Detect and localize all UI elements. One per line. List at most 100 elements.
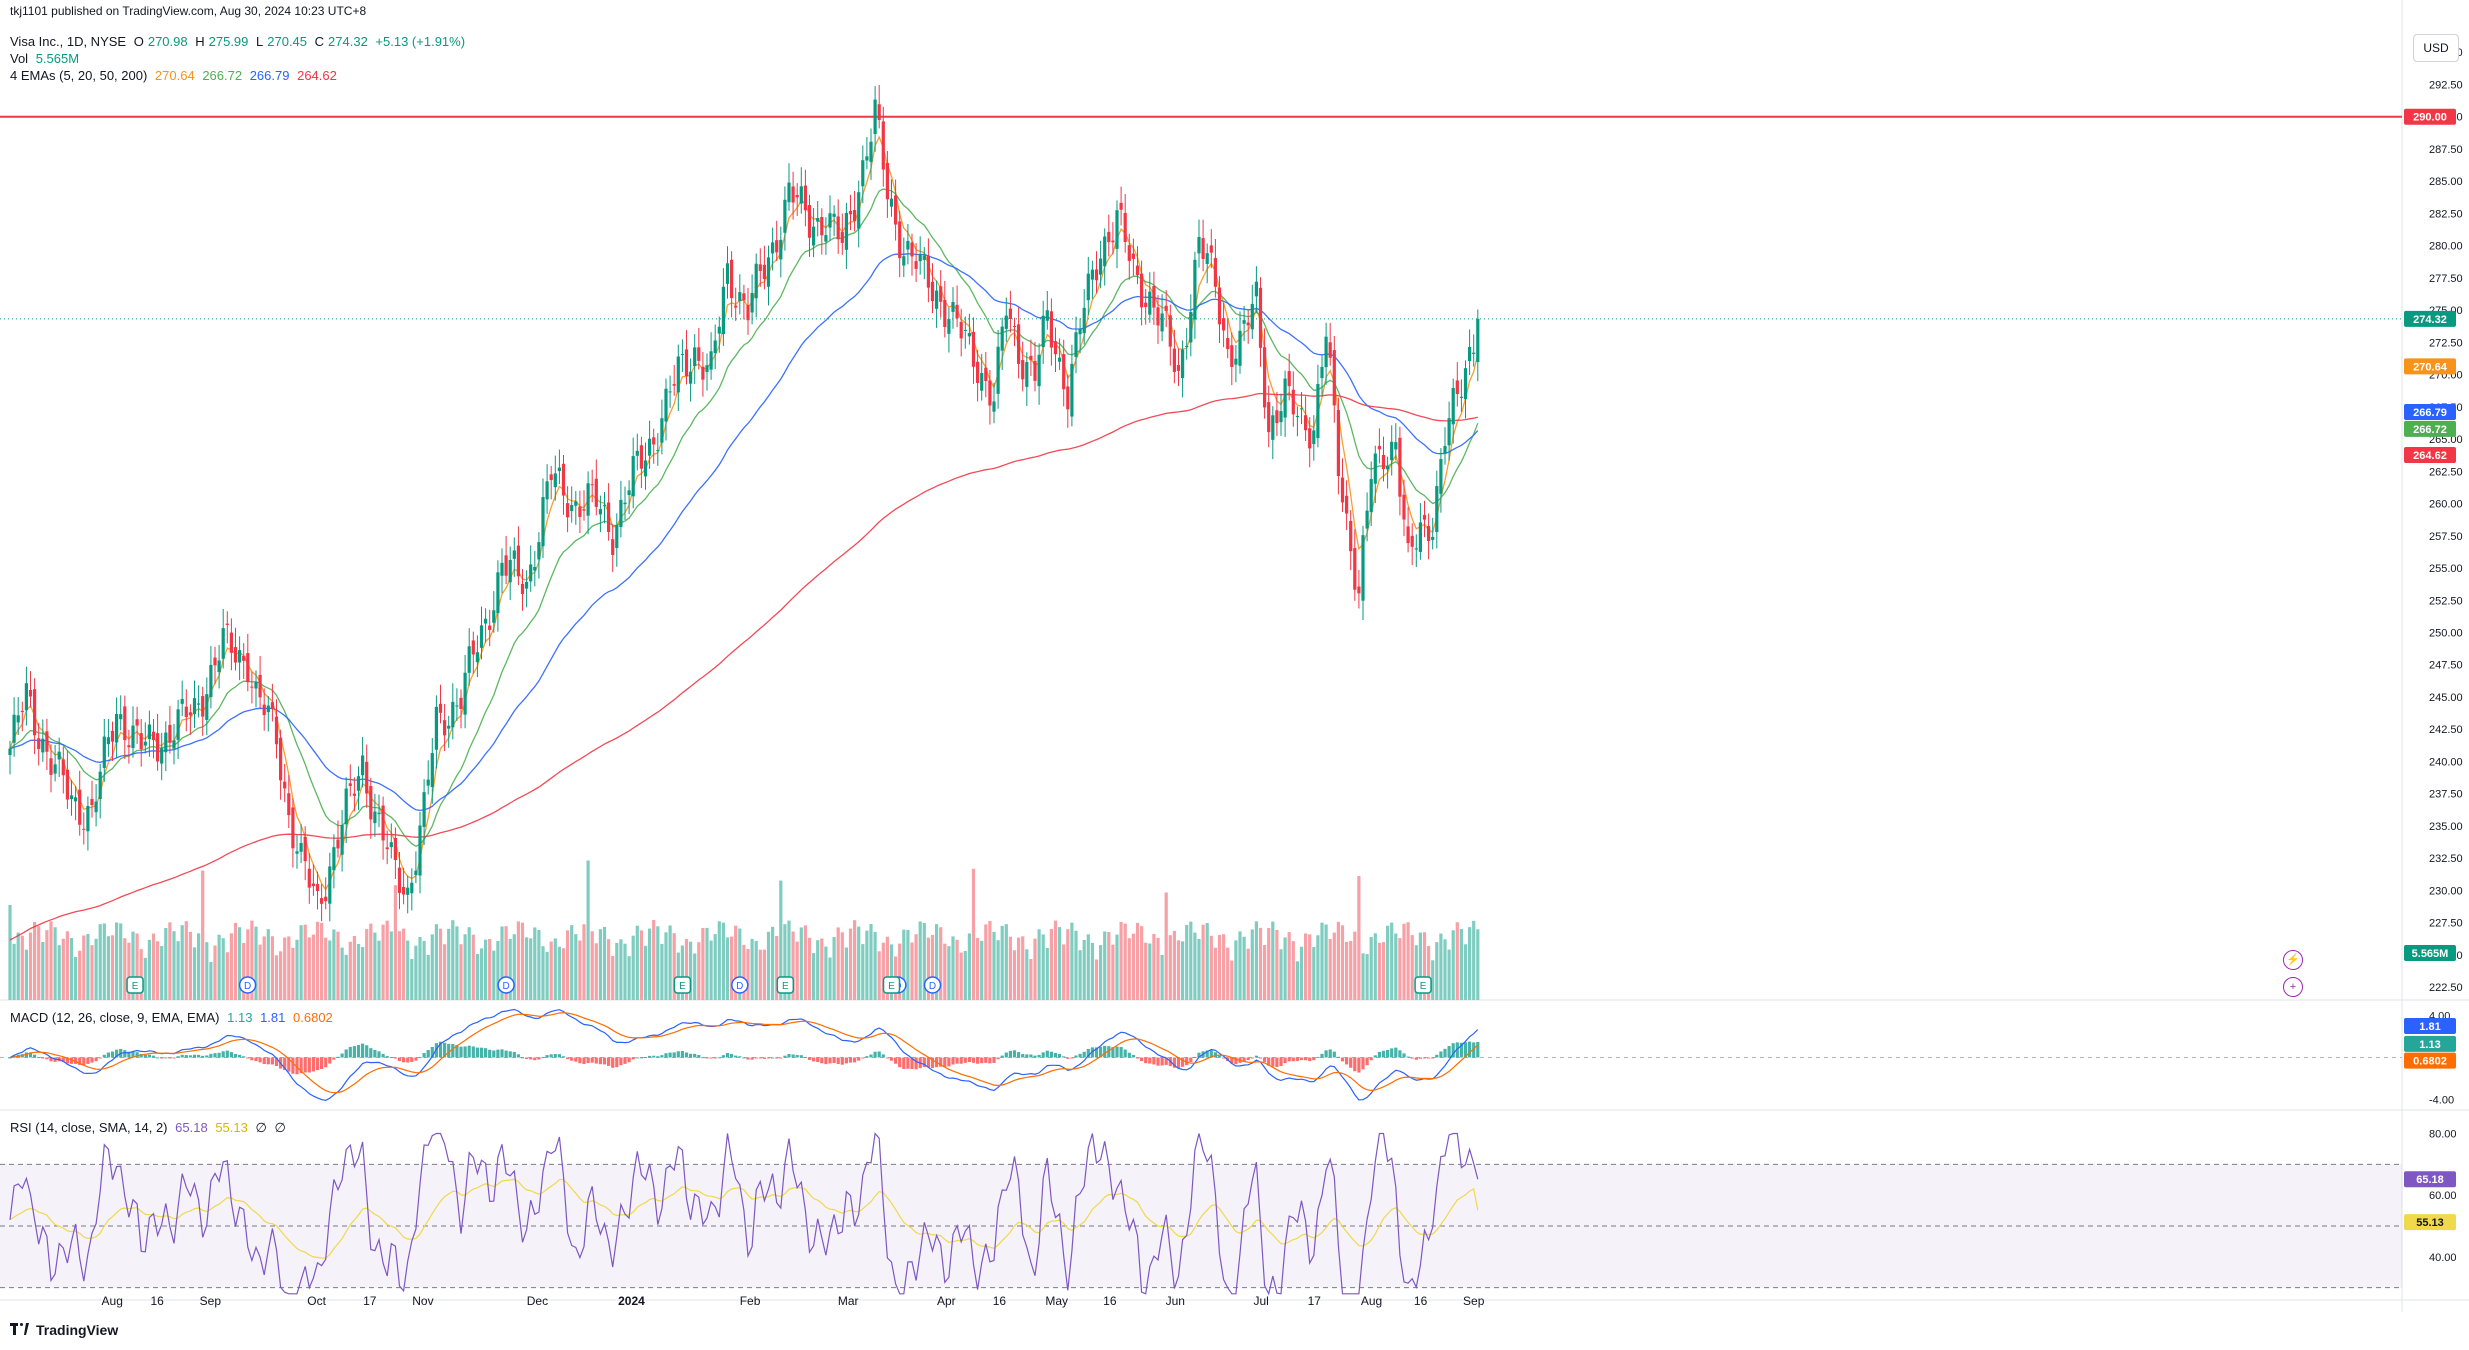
- candle-body: [504, 555, 508, 576]
- candle: [1209, 229, 1213, 269]
- volume-bar: [725, 937, 730, 1000]
- macd-hist-bar: [1250, 1057, 1254, 1059]
- candle-body: [656, 450, 660, 452]
- candle: [352, 777, 356, 812]
- candle-body: [1185, 346, 1189, 348]
- candle-body: [1172, 348, 1176, 372]
- volume-bar: [1004, 924, 1008, 1000]
- rsi-tick-label: 80.00: [2429, 1129, 2457, 1141]
- candle-body: [889, 198, 894, 207]
- macd-hist-bar: [8, 1057, 12, 1059]
- time-tick-label: Oct: [307, 1294, 326, 1308]
- candle-body: [643, 460, 648, 477]
- event-marker-label: D: [929, 981, 936, 992]
- candle: [361, 737, 365, 788]
- currency-button[interactable]: USD: [2413, 34, 2459, 62]
- candle-body: [709, 351, 713, 370]
- candle-body: [1283, 378, 1287, 418]
- candle: [717, 316, 721, 353]
- candle-body: [475, 652, 479, 663]
- candle-body: [824, 235, 828, 242]
- candle: [246, 633, 250, 692]
- macd-hist-bar: [1349, 1057, 1353, 1068]
- macd-hist-bar: [1340, 1057, 1345, 1062]
- candle: [701, 352, 705, 397]
- candle-body: [123, 706, 127, 741]
- price-tick-label: 260.00: [2429, 499, 2463, 511]
- macd-hist-bar: [1017, 1052, 1021, 1058]
- candle-body: [803, 185, 807, 211]
- macd-hist-bar: [451, 1043, 455, 1058]
- volume-bar: [631, 935, 635, 1000]
- macd-hist-bar: [1295, 1057, 1299, 1061]
- macd-hist-bar: [45, 1057, 49, 1060]
- candle: [1406, 507, 1410, 553]
- volume-bar: [1287, 932, 1291, 1000]
- candle-body: [303, 836, 307, 862]
- volume-bar: [389, 931, 393, 1000]
- macd-hist-bar: [1291, 1057, 1295, 1062]
- macd-hist-bar: [422, 1053, 426, 1058]
- candle: [1172, 329, 1176, 384]
- candle: [37, 722, 41, 766]
- volume-bar: [65, 931, 69, 1000]
- volume-bar: [980, 940, 984, 1000]
- candle-body: [1463, 368, 1468, 400]
- macd-hist-bar: [594, 1057, 598, 1064]
- candle: [106, 718, 110, 757]
- macd-hist-bar: [762, 1057, 766, 1059]
- candle-body: [1250, 303, 1254, 330]
- volume-bar: [1345, 941, 1349, 1000]
- macd-hist-bar: [1086, 1048, 1090, 1058]
- candle: [1451, 378, 1455, 444]
- macd-hist-bar: [164, 1057, 168, 1059]
- price-tick-label: 252.50: [2429, 595, 2463, 607]
- macd-hist-bar: [947, 1057, 951, 1067]
- tradingview-logo[interactable]: TradingView: [10, 1322, 118, 1338]
- add-icon[interactable]: +: [2283, 977, 2303, 997]
- volume-bar: [939, 927, 943, 1000]
- candle-body: [1222, 318, 1226, 331]
- volume-bar: [102, 923, 106, 1000]
- candle-body: [910, 242, 914, 257]
- candle-body: [1369, 479, 1373, 513]
- flash-icon[interactable]: ⚡: [2283, 950, 2303, 970]
- volume-bar: [1291, 941, 1295, 1000]
- macd-hist-bar: [1406, 1056, 1410, 1058]
- price-tick-label: 257.50: [2429, 531, 2463, 543]
- price-badge-label: 290.00: [2413, 112, 2447, 124]
- candle: [1299, 391, 1304, 425]
- event-marker-label: E: [782, 981, 789, 992]
- candle: [1144, 288, 1148, 325]
- volume-bar: [369, 923, 373, 1000]
- volume-bar: [451, 920, 455, 1000]
- price-tick-label: 240.00: [2429, 756, 2463, 768]
- candle-body: [356, 776, 361, 791]
- candle: [451, 683, 455, 740]
- candle-body: [1459, 396, 1463, 398]
- candle-body: [898, 221, 902, 259]
- candle: [1017, 307, 1021, 379]
- earnings-marker-icon: E: [776, 976, 795, 994]
- volume-bar: [516, 921, 520, 1000]
- candle-body: [939, 286, 943, 302]
- macd-hist-bar: [1320, 1053, 1324, 1058]
- macd-hist-bar: [816, 1057, 820, 1062]
- volume-bar: [274, 955, 279, 1000]
- candle: [463, 654, 467, 729]
- candle-body: [340, 825, 344, 855]
- macd-hist-bar: [291, 1057, 295, 1074]
- candle-body: [1017, 324, 1021, 364]
- macd-hist-bar: [1312, 1057, 1316, 1061]
- candle: [1308, 417, 1312, 468]
- candle-body: [1299, 408, 1304, 410]
- volume-bar: [225, 952, 229, 1000]
- candle: [381, 796, 385, 860]
- candle: [611, 524, 615, 572]
- candle-body: [258, 674, 262, 698]
- candle-body: [1123, 212, 1127, 243]
- macd-hist-bar: [1336, 1056, 1340, 1058]
- candle-body: [1381, 454, 1386, 470]
- rsi-badge: 65.18: [2404, 1171, 2456, 1188]
